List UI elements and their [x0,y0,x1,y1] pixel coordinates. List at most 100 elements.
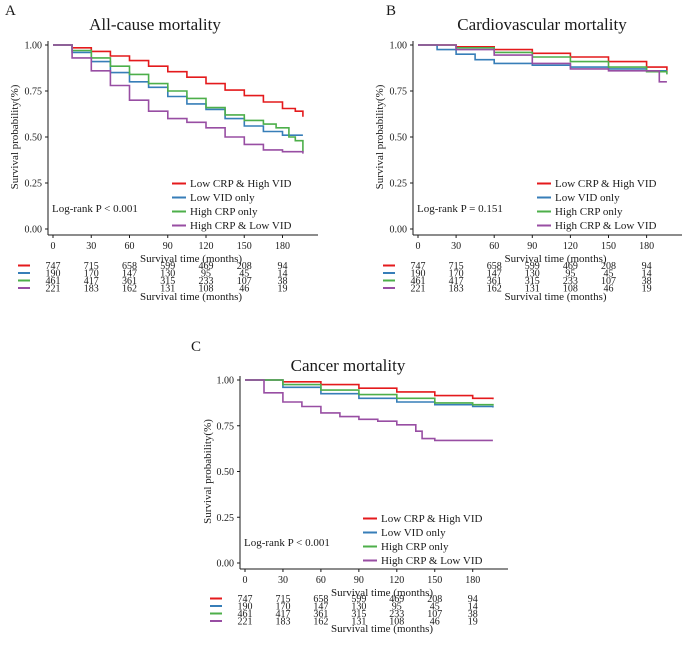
risk-cell: 190 [238,602,253,613]
risk-cell: 131 [525,284,540,295]
risk-cell: 130 [160,269,175,280]
legend-label-3: High CRP only [190,206,258,218]
risk-cell: 38 [278,276,288,287]
risk-cell: 461 [411,276,426,287]
risk-table-label: Survival time (months) [331,623,433,635]
x-tick-label: 120 [199,241,214,252]
risk-cell: 747 [411,261,426,272]
survival-curve-2 [53,44,303,136]
risk-cell: 130 [525,269,540,280]
risk-cell: 45 [239,269,249,280]
risk-cell: 108 [389,617,404,628]
risk-cell: 658 [487,261,502,272]
risk-cell: 19 [642,284,652,295]
risk-cell: 190 [46,269,61,280]
risk-cell: 95 [392,602,402,613]
risk-cell: 469 [199,261,214,272]
risk-cell: 162 [122,284,137,295]
risk-cell: 361 [313,609,328,620]
survival-curve-1 [245,379,494,400]
survival-curve-2 [418,44,667,72]
risk-cell: 469 [389,594,404,605]
x-tick-label: 90 [354,575,364,586]
y-axis-label: Survival probability(%) [374,84,386,189]
x-tick-label: 180 [275,241,290,252]
risk-cell: 14 [468,602,478,613]
risk-cell: 461 [238,609,253,620]
risk-cell: 747 [46,261,61,272]
y-tick-label: 0.25 [217,513,235,524]
risk-cell: 45 [604,269,614,280]
x-tick-label: 180 [639,241,654,252]
legend-label-1: Low CRP & High VID [190,178,292,190]
x-tick-label: 30 [86,241,96,252]
y-tick-label: 0.00 [217,559,235,570]
risk-cell: 361 [122,276,137,287]
risk-cell: 131 [160,284,175,295]
risk-cell: 38 [468,609,478,620]
risk-cell: 94 [642,261,652,272]
risk-cell: 162 [313,617,328,628]
risk-cell: 417 [84,276,99,287]
risk-cell: 45 [430,602,440,613]
legend-label-2: Low VID only [381,527,446,539]
y-tick-label: 0.25 [25,179,43,190]
risk-cell: 147 [487,269,502,280]
risk-cell: 233 [389,609,404,620]
risk-cell: 361 [487,276,502,287]
x-tick-label: 0 [416,241,421,252]
legend-label-2: Low VID only [190,192,255,204]
risk-cell: 233 [563,276,578,287]
risk-cell: 94 [468,594,478,605]
risk-cell: 38 [642,276,652,287]
survival-curve-1 [418,44,668,71]
risk-cell: 170 [275,602,290,613]
risk-cell: 131 [351,617,366,628]
y-axis-label: Survival probability(%) [202,419,214,524]
x-tick-label: 150 [237,241,252,252]
risk-table-label: Survival time (months) [504,291,606,303]
x-axis-label: Survival time (months) [140,253,242,265]
risk-cell: 715 [449,261,464,272]
risk-cell: 599 [160,261,175,272]
y-tick-label: 0.50 [25,133,43,144]
panel-C: C Cancer mortality 0.00 0.25 0.50 0.75 1.00 0 30… [191,339,508,635]
x-tick-label: 0 [243,575,248,586]
risk-cell: 170 [449,269,464,280]
y-tick-label: 0.75 [390,87,408,98]
x-tick-label: 30 [278,575,288,586]
risk-cell: 417 [275,609,290,620]
risk-cell: 108 [199,284,214,295]
risk-cell: 19 [468,617,478,628]
risk-cell: 221 [238,617,253,628]
y-tick-label: 0.50 [217,467,235,478]
risk-cell: 107 [237,276,252,287]
x-tick-label: 60 [125,241,135,252]
x-tick-label: 0 [51,241,56,252]
risk-cell: 315 [160,276,175,287]
risk-cell: 130 [351,602,366,613]
panel-letter: B [386,3,396,19]
chart-title: Cardiovascular mortality [457,15,627,34]
legend-label-4: High CRP & Low VID [190,220,292,232]
y-tick-label: 0.50 [390,133,408,144]
risk-cell: 46 [604,284,614,295]
x-tick-label: 60 [489,241,499,252]
risk-cell: 658 [122,261,137,272]
risk-table-label: Survival time (months) [140,291,242,303]
risk-cell: 715 [84,261,99,272]
y-tick-label: 0.00 [390,225,408,236]
risk-cell: 95 [565,269,575,280]
x-tick-label: 60 [316,575,326,586]
risk-cell: 46 [239,284,249,295]
panel-B: B Cardiovascular mortality 0.00 0.25 0.50 0.7… [374,3,682,303]
y-axis-label: Survival probability(%) [9,84,21,189]
logrank-annotation: Log-rank P = 0.151 [417,203,503,215]
y-tick-label: 0.75 [25,87,43,98]
legend-label-2: Low VID only [555,192,620,204]
x-tick-label: 150 [601,241,616,252]
legend-label-4: High CRP & Low VID [555,220,657,232]
panel-letter: C [191,339,201,355]
legend-label-1: Low CRP & High VID [555,178,657,190]
